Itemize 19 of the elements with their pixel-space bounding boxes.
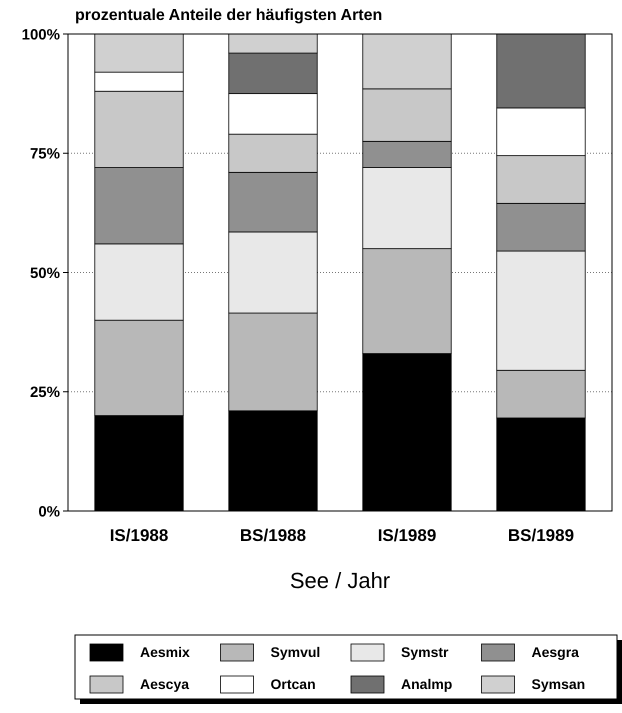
x-tick-label: BS/1988 [240,526,306,545]
legend-label: Aescya [140,676,190,692]
y-tick-label: 0% [38,503,60,520]
x-tick-label: BS/1989 [508,526,574,545]
chart-title: prozentuale Anteile der häufigsten Arten [75,7,382,24]
y-tick-label: 100% [22,26,60,44]
legend-label: Symstr [401,644,450,660]
y-tick-label: 25% [30,384,60,401]
x-tick-label: IS/1988 [110,526,168,545]
legend-label: Aesmix [140,644,190,660]
legend-label: Analmp [401,676,452,692]
x-axis-title: See / Jahr [290,568,390,593]
legend-label: Symvul [270,644,320,660]
legend-label: Ortcan [270,676,316,692]
legend-label: Symsan [532,676,586,692]
legend-label: Aesgra [532,644,580,660]
x-tick-label: IS/1989 [378,526,436,545]
y-tick-label: 75% [30,146,60,162]
y-tick-label: 50% [30,264,60,282]
